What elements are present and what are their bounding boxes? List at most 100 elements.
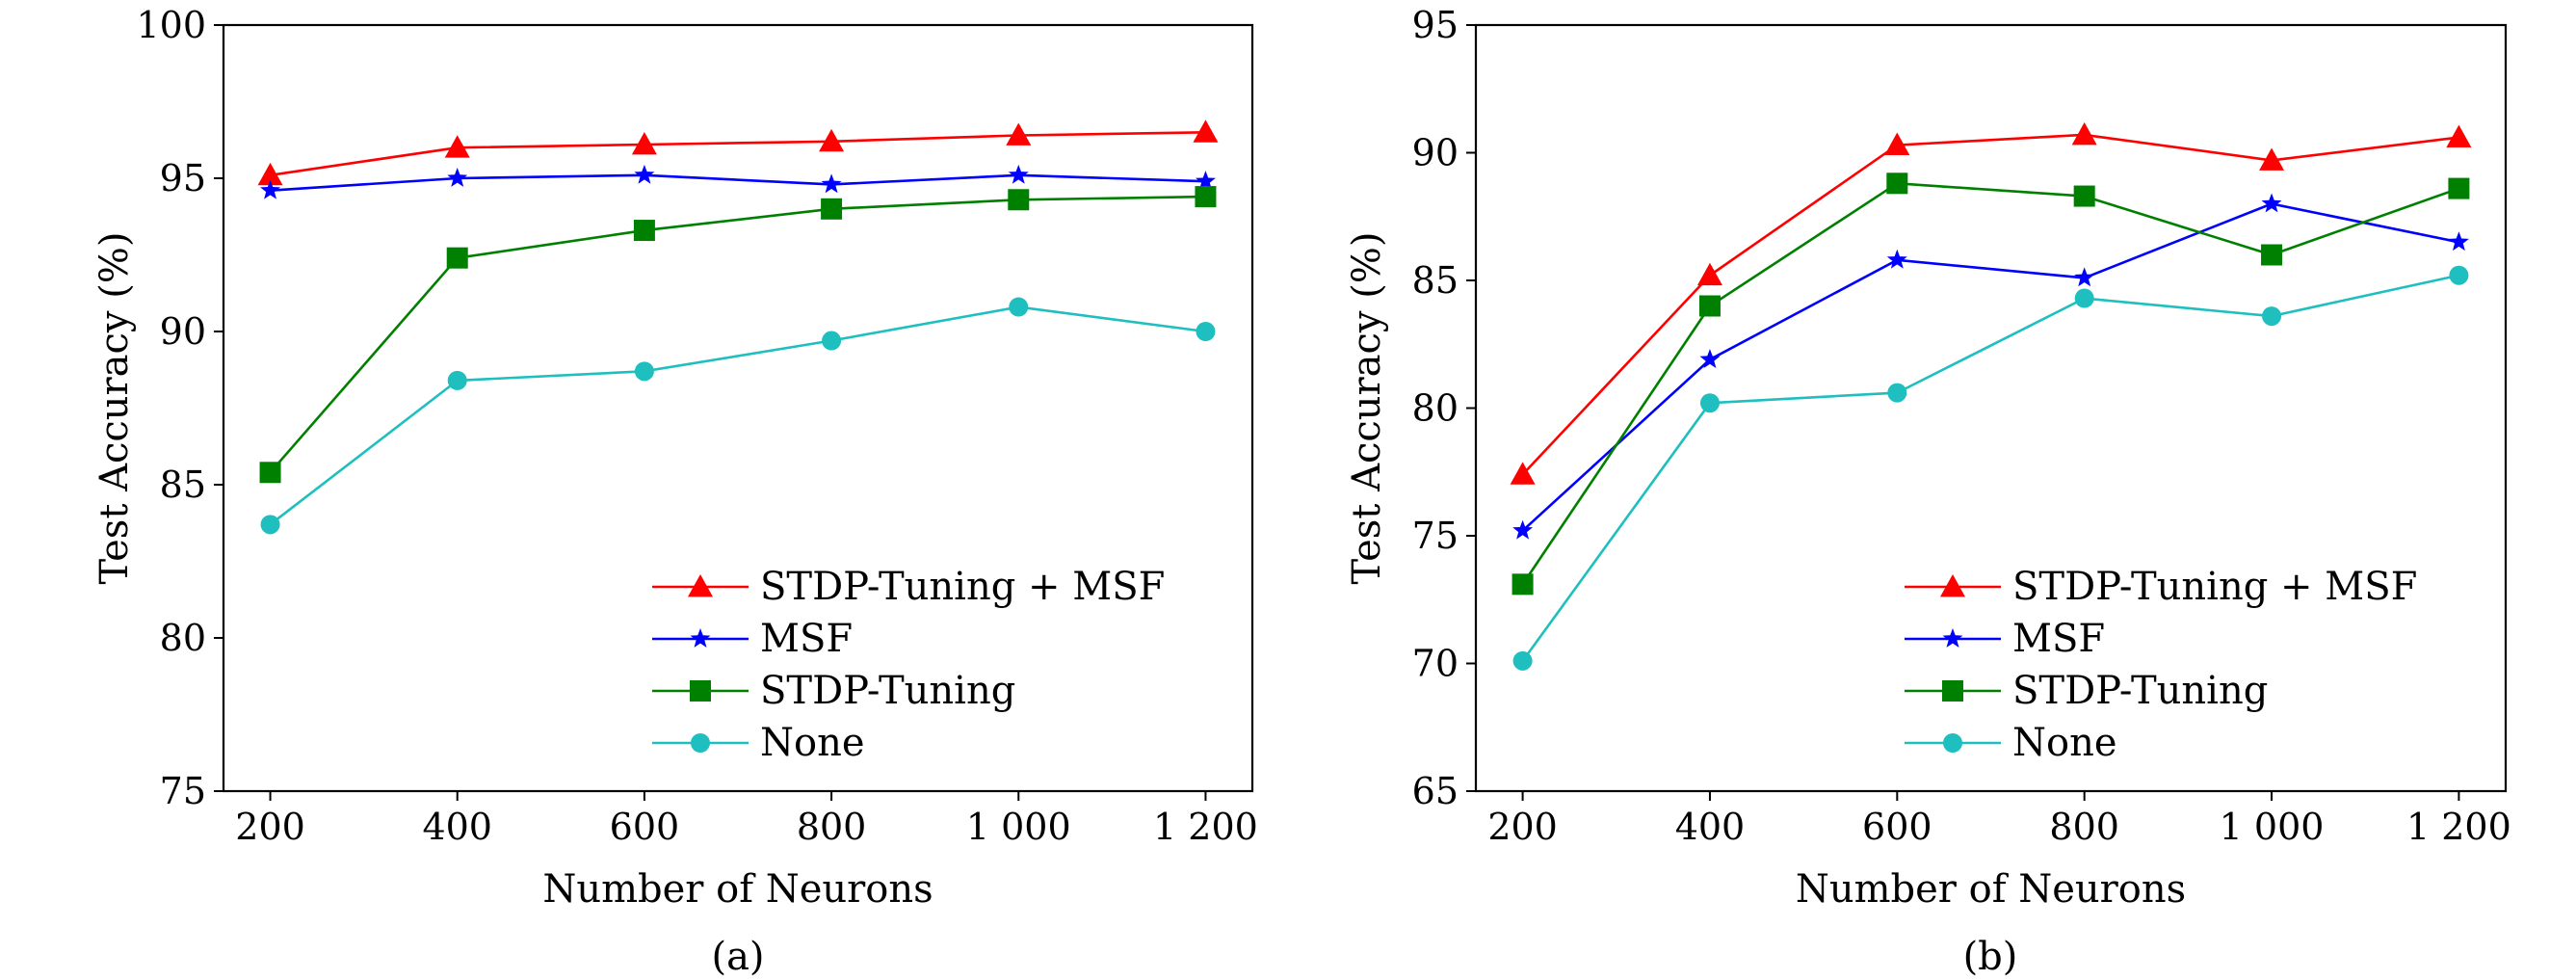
- legend: STDP-Tuning + MSF MSF STDP-Tuning None: [1905, 565, 2417, 765]
- legend-marker: [1943, 733, 1962, 753]
- chart-panel-2: 65 70 75 80 85 90 95 200 400 600 800 1 000 1 200 Numb…: [1345, 4, 2511, 979]
- data-point: [1193, 119, 1219, 143]
- y-tick-label: 80: [160, 617, 206, 659]
- data-point: [1195, 171, 1216, 191]
- series-line: [1521, 202, 2459, 532]
- x-tick-label: 600: [1862, 806, 1932, 848]
- series-star: [260, 164, 1216, 199]
- series-line: [1521, 274, 2459, 662]
- data-point: [1008, 189, 1030, 211]
- panel-caption: (b): [1963, 935, 2018, 979]
- series-line: [1521, 133, 2459, 476]
- legend-marker: [690, 628, 711, 648]
- x-tick-label: 1 200: [1153, 806, 1258, 848]
- data-point: [2259, 147, 2285, 171]
- data-point: [2448, 231, 2469, 252]
- data-point: [1886, 172, 1908, 195]
- y-tick-label: 65: [1412, 770, 1459, 812]
- legend-label: MSF: [2012, 617, 2105, 661]
- panel-caption: (a): [711, 935, 764, 979]
- y-tick-label: 70: [1412, 643, 1459, 685]
- y-tick-label: 90: [1412, 132, 1459, 174]
- data-point: [2261, 193, 2282, 213]
- series-triangle: [1510, 121, 2472, 485]
- data-point: [2449, 265, 2469, 285]
- y-tick-label: 85: [1412, 259, 1459, 302]
- data-point: [819, 128, 845, 152]
- data-point: [2446, 124, 2472, 147]
- data-point: [260, 515, 280, 535]
- data-point: [1696, 262, 1722, 286]
- legend-marker: [691, 733, 710, 753]
- legend-marker: [1940, 574, 1965, 597]
- legend-marker: [690, 680, 711, 702]
- plot-frame: [222, 23, 1254, 793]
- data-point: [1008, 164, 1029, 184]
- data-point: [1195, 186, 1217, 208]
- series-line: [1521, 181, 2459, 586]
- legend-label: None: [760, 721, 865, 765]
- y-tick-label: 85: [160, 464, 206, 506]
- y-axis-label: Test Accuracy (%): [92, 232, 137, 585]
- data-point: [631, 132, 657, 155]
- y-axis-label: Test Accuracy (%): [1345, 232, 1389, 585]
- y-tick-label: 75: [160, 770, 206, 812]
- x-axis-label: Number of Neurons: [542, 867, 933, 912]
- series-line: [269, 195, 1206, 474]
- chart-panel-1: 75 80 85 90 95 100 200 400 600 800 1 000 1 200 Numbe…: [92, 4, 1258, 979]
- series-line: [270, 173, 1206, 192]
- data-point: [1887, 383, 1907, 403]
- legend-marker: [1942, 628, 1963, 648]
- data-point: [1196, 322, 1216, 341]
- x-tick-label: 1 000: [2220, 806, 2325, 848]
- data-point: [1512, 519, 1534, 540]
- data-point: [1699, 393, 1720, 413]
- data-point: [2262, 306, 2282, 327]
- legend-marker: [688, 574, 713, 597]
- data-point: [447, 168, 468, 187]
- series-circle: [1512, 265, 2469, 671]
- x-tick-label: 800: [797, 806, 867, 848]
- legend-label: STDP-Tuning: [760, 669, 1015, 713]
- data-point: [1699, 349, 1721, 369]
- series-square: [259, 186, 1217, 484]
- legend-label: None: [2012, 721, 2117, 765]
- data-point: [444, 135, 470, 158]
- x-tick-label: 200: [1487, 806, 1558, 848]
- data-point: [634, 164, 655, 184]
- data-point: [2261, 244, 2283, 266]
- data-point: [446, 247, 468, 269]
- series-line: [269, 305, 1206, 526]
- data-point: [2448, 177, 2470, 199]
- x-tick-label: 200: [235, 806, 305, 848]
- y-tick-label: 75: [1412, 515, 1459, 557]
- data-point: [1884, 132, 1910, 155]
- data-point: [633, 220, 655, 242]
- data-point: [260, 179, 281, 199]
- legend-marker: [1942, 680, 1963, 702]
- y-tick-label: 95: [1412, 4, 1459, 46]
- legend-label: STDP-Tuning + MSF: [760, 565, 1165, 609]
- x-tick-label: 600: [610, 806, 680, 848]
- data-point: [821, 198, 843, 220]
- data-point: [2073, 185, 2095, 207]
- y-tick-label: 90: [160, 310, 206, 353]
- series-triangle: [257, 119, 1219, 186]
- x-axis-label: Number of Neurons: [1796, 867, 2186, 912]
- data-point: [1009, 297, 1029, 317]
- data-point: [447, 370, 467, 390]
- data-point: [1006, 122, 1032, 146]
- x-tick-label: 800: [2049, 806, 2119, 848]
- x-tick-label: 400: [1675, 806, 1746, 848]
- data-point: [634, 361, 654, 382]
- data-point: [1886, 249, 1907, 269]
- data-point: [1511, 573, 1534, 596]
- data-point: [257, 162, 283, 186]
- x-tick-label: 1 000: [966, 806, 1071, 848]
- series-line: [270, 131, 1206, 177]
- data-point: [1512, 650, 1533, 671]
- data-point: [2074, 288, 2094, 308]
- legend: STDP-Tuning + MSF MSF STDP-Tuning None: [652, 565, 1165, 765]
- data-point: [821, 173, 842, 194]
